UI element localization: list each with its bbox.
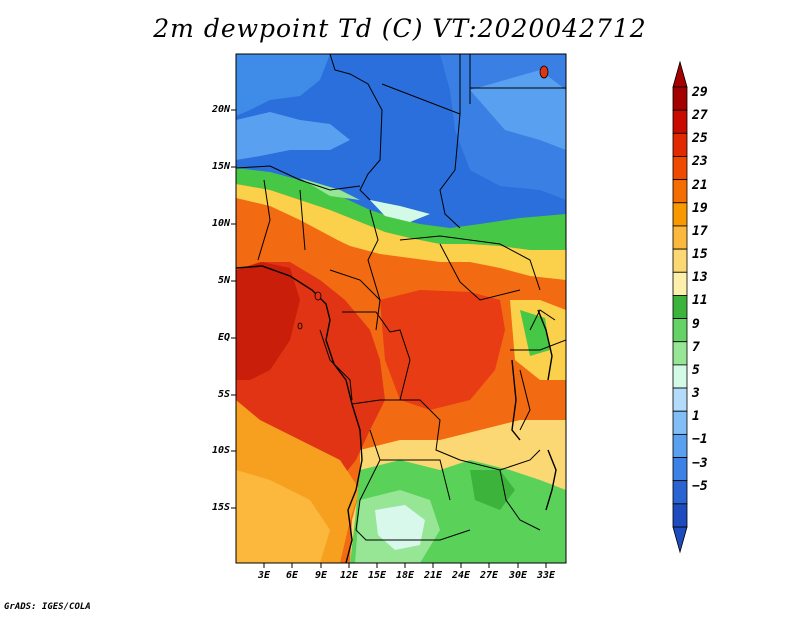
lon-label: 18E xyxy=(395,570,415,581)
colorbar-swatch xyxy=(672,364,688,389)
lat-label: EQ xyxy=(217,332,230,343)
colorbar-swatch xyxy=(672,457,688,482)
lat-label: 5N xyxy=(217,275,230,286)
colorbar-label: 19 xyxy=(692,200,708,216)
lat-label: 10S xyxy=(211,445,230,456)
lat-label: 5S xyxy=(217,389,230,400)
lon-label: 9E xyxy=(314,570,328,581)
colorbar-label: 15 xyxy=(692,247,708,263)
plot-frame xyxy=(235,53,567,564)
lat-label: 15S xyxy=(211,502,230,513)
lon-label: 24E xyxy=(451,570,471,581)
colorbar-swatch xyxy=(672,341,688,366)
colorbar-swatch xyxy=(672,132,688,157)
lon-label: 6E xyxy=(285,570,299,581)
colorbar-bottom-arrow xyxy=(672,526,688,554)
colorbar-label: 3 xyxy=(692,386,700,402)
lon-ticks xyxy=(263,563,547,568)
colorbar-label: 29 xyxy=(692,85,708,100)
coastline xyxy=(236,265,557,563)
colorbar-swatch xyxy=(672,202,688,227)
grads-credit: GrADS: IGES/COLA xyxy=(4,602,91,612)
colorbar-label: 13 xyxy=(692,270,708,286)
colorbar-swatch xyxy=(672,295,688,319)
colorbar-label: −5 xyxy=(692,478,708,494)
colorbar-label: 21 xyxy=(692,177,708,193)
lon-label: 21E xyxy=(423,570,443,581)
lon-label: 33E xyxy=(536,570,556,581)
lon-label: 30E xyxy=(508,570,528,581)
map-field xyxy=(236,54,566,563)
colorbar-label: 5 xyxy=(692,362,700,378)
colorbar-label: 25 xyxy=(692,131,708,147)
colorbar-label: 1 xyxy=(692,409,700,425)
colorbar-label: 9 xyxy=(692,316,700,332)
country-borders xyxy=(236,54,566,541)
colorbar-swatch xyxy=(672,480,688,505)
colorbar-swatch xyxy=(672,433,688,458)
colorbar-swatch xyxy=(672,318,688,343)
lon-label: 27E xyxy=(479,570,499,581)
colorbar-swatch xyxy=(672,109,688,134)
colorbar-swatch xyxy=(672,248,688,273)
colorbar-label: 23 xyxy=(692,154,708,170)
lon-label: 3E xyxy=(257,570,271,581)
colorbar-top-arrow xyxy=(672,60,688,88)
chart-title: 2m dewpoint Td (C) VT:2020042712 xyxy=(153,14,647,43)
colorbar-swatch xyxy=(672,179,688,204)
lat-label: 15N xyxy=(211,161,230,172)
lon-label: 12E xyxy=(339,570,359,581)
colorbar-label: −1 xyxy=(692,432,708,448)
colorbar-swatch xyxy=(672,156,688,181)
colorbar-swatch xyxy=(672,410,688,435)
lat-label: 10N xyxy=(211,218,230,229)
lon-label: 15E xyxy=(367,570,387,581)
colorbar-label: 17 xyxy=(692,223,708,239)
lat-label: 20N xyxy=(211,104,230,115)
colorbar-label: 11 xyxy=(692,293,708,309)
colorbar-label: −3 xyxy=(692,455,708,471)
colorbar-swatch xyxy=(672,225,688,250)
colorbar-label: 27 xyxy=(692,108,708,124)
lat-ticks xyxy=(231,109,236,509)
colorbar-swatch xyxy=(672,503,688,528)
colorbar-swatch xyxy=(672,271,688,296)
colorbar-swatch xyxy=(672,387,688,412)
colorbar xyxy=(672,60,688,554)
colorbar-label: 7 xyxy=(692,339,700,355)
lakes xyxy=(297,65,549,330)
colorbar-swatch xyxy=(672,86,688,111)
